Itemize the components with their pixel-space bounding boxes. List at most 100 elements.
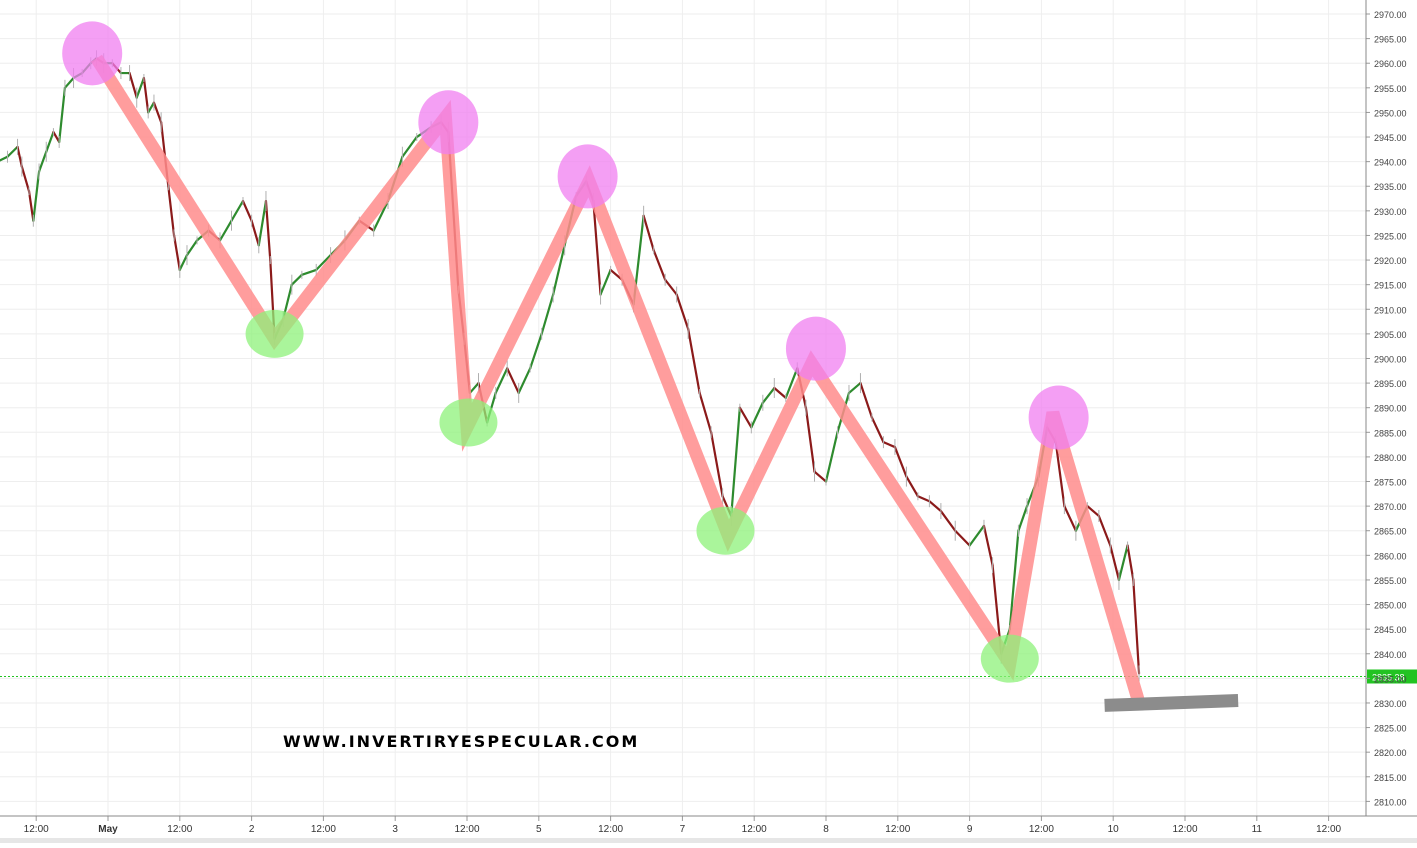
y-tick-label: 2895.00 [1374,379,1407,389]
price-segment [664,278,678,296]
annotation-layer: 2835.38 [0,21,1417,712]
price-segment [290,273,303,286]
y-tick-label: 2925.00 [1374,231,1407,241]
price-segment [773,386,787,399]
price-segment [784,367,799,399]
price-segment [27,190,35,222]
price-segment [300,268,318,276]
price-segment [128,71,138,99]
price-segment [529,332,543,370]
price-segment [52,131,61,144]
x-tick-label: 12:00 [885,824,910,835]
price-segment [372,199,390,232]
price-segment [905,475,920,498]
price-segment [32,170,41,222]
price-segment [687,327,701,395]
price-segment [167,185,176,237]
price-segment [45,131,55,153]
last-price-marker [1367,669,1417,684]
price-segment [16,145,23,168]
y-tick-label: 2935.00 [1374,182,1407,192]
price-segment [1097,514,1112,547]
price-segment [813,470,828,483]
price-segment [738,406,753,429]
x-tick-label: 12:00 [742,824,767,835]
price-segment [652,249,667,281]
price-segment [592,199,602,296]
y-tick-label: 2915.00 [1374,281,1407,291]
y-tick-label: 2815.00 [1374,773,1407,783]
y-tick-label: 2825.00 [1374,724,1407,734]
x-tick-label: 7 [680,824,686,835]
price-segment [185,239,199,257]
price-segment [939,509,957,532]
price-segment [218,219,233,242]
price-segment [135,76,145,99]
price-segment [761,386,776,404]
y-tick-label: 2970.00 [1374,10,1407,20]
price-segment [599,268,612,296]
price-segment [710,431,724,498]
y-tick-label: 2900.00 [1374,354,1407,364]
y-tick-label: 2845.00 [1374,625,1407,635]
status-strip [0,838,1417,843]
y-tick-label: 2955.00 [1374,84,1407,94]
price-segment [893,445,908,478]
y-tick-label: 2880.00 [1374,453,1407,463]
trough-marker [245,309,304,358]
price-segment [859,381,874,419]
price-segment [1132,578,1141,675]
y-tick-label: 2940.00 [1374,158,1407,168]
y-tick-label: 2950.00 [1374,108,1407,118]
x-tick-label: 10 [1108,824,1120,835]
y-tick-label: 2865.00 [1374,527,1407,537]
x-tick-label: 12:00 [1316,824,1341,835]
y-tick-label: 2910.00 [1374,305,1407,315]
y-tick-label: 2965.00 [1374,35,1407,45]
price-segment [928,500,942,513]
y-tick-label: 2875.00 [1374,478,1407,488]
y-tick-label: 2960.00 [1374,59,1407,69]
price-segment [517,367,532,395]
price-segment [315,254,332,272]
price-segment [916,495,931,503]
x-tick-label: 12:00 [167,824,192,835]
price-segment [468,381,480,395]
price-segment [241,199,253,222]
x-tick-label: 2 [249,824,255,835]
price-segment [1117,544,1129,582]
price-segment [540,293,555,335]
y-tick-label: 2820.00 [1374,748,1407,758]
x-tick-label: 12:00 [1172,824,1197,835]
x-tick-label: 12:00 [454,824,479,835]
price-segment [147,101,156,114]
price-segment [142,76,150,114]
price-segment [982,524,994,567]
price-segment [1063,505,1077,532]
price-segment [1054,441,1066,508]
price-segment [1017,505,1029,532]
peak-marker [62,21,123,86]
price-segment [1126,544,1135,582]
x-tick-label: 11 [1252,824,1263,835]
x-tick-label: May [98,824,118,835]
y-tick-label: 2905.00 [1374,330,1407,340]
price-segment [1109,544,1121,582]
price-segment [1086,505,1100,518]
price-segment [20,165,31,193]
price-segment [6,145,19,158]
price-segment [870,416,885,444]
y-tick-label: 2860.00 [1374,551,1407,561]
price-segment [954,529,971,547]
price-segment [37,150,48,173]
price-segment [63,76,75,89]
x-tick-label: 12:00 [1029,824,1054,835]
price-segment [230,199,245,222]
price-segment [494,367,509,395]
x-tick-label: 9 [967,824,973,835]
x-tick-label: 3 [392,824,398,835]
y-tick-label: 2835.00 [1374,674,1407,684]
y-tick-label: 2870.00 [1374,502,1407,512]
last-price-label: 2835.38 [1372,672,1405,682]
